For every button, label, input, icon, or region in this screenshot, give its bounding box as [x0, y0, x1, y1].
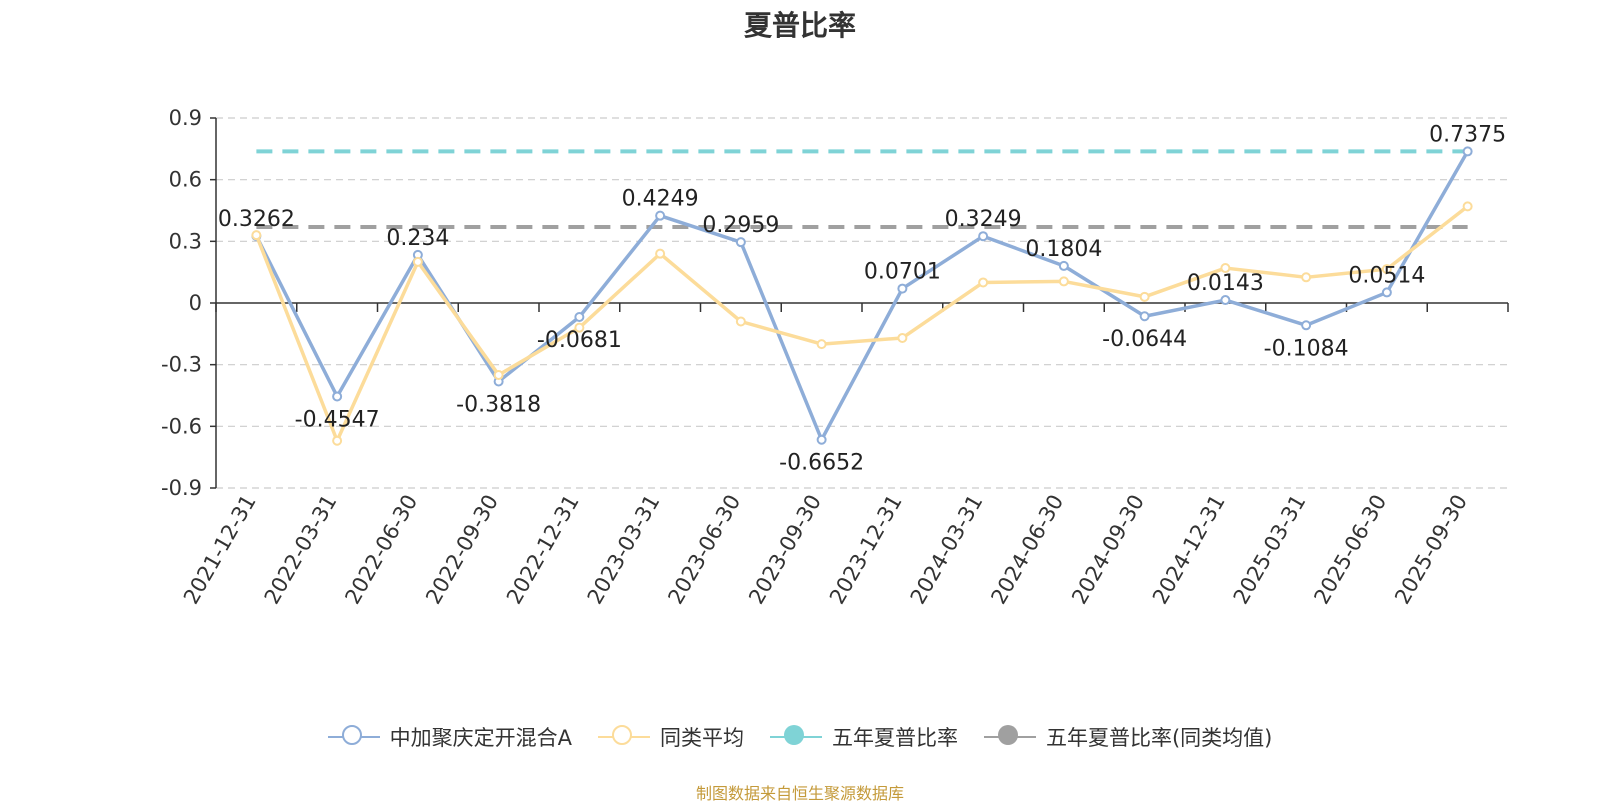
y-tick-label-3: 0: [189, 291, 202, 315]
legend-swatch-five-year: [769, 725, 822, 749]
chart-title: 夏普比率: [743, 9, 856, 42]
y-tick-label-0: 0.9: [169, 106, 202, 130]
reference-lines: [256, 149, 1468, 229]
series-0-point-9: [978, 231, 989, 242]
series-0-point-5: [655, 210, 666, 221]
legend-item-fund[interactable]: 中加聚庆定开混合A: [327, 722, 572, 752]
data-label-11: -0.0644: [1102, 327, 1187, 352]
x-tick-label-8: 2023-12-31: [825, 491, 907, 609]
series-0-point-8: [897, 283, 908, 294]
legend-swatch-five-year-peer: [983, 725, 1036, 749]
x-tick-label-4: 2022-12-31: [502, 491, 584, 609]
series-1-point-12: [1220, 263, 1231, 274]
x-tick-label-1: 2022-03-31: [260, 491, 342, 609]
series-layer: [251, 146, 1473, 446]
legend-item-five-year-peer[interactable]: 五年夏普比率(同类均值): [983, 722, 1273, 752]
data-label-6: 0.2959: [702, 213, 779, 238]
legend-item-peer-average[interactable]: 同类平均: [597, 722, 744, 752]
x-tick-label-14: 2025-06-30: [1309, 491, 1391, 609]
x-tick-label-11: 2024-09-30: [1067, 491, 1149, 609]
data-label-2: 0.234: [386, 226, 449, 251]
data-label-0: 0.3262: [218, 207, 295, 232]
x-tick-label-12: 2024-12-31: [1148, 491, 1230, 609]
series-1-point-10: [1058, 276, 1069, 287]
series-line-1: [254, 205, 1469, 443]
legend-swatch-peer-average: [597, 725, 650, 749]
data-label-4: -0.0681: [537, 328, 622, 353]
data-label-7: -0.6652: [779, 451, 864, 476]
data-label-10: 0.1804: [1025, 237, 1102, 262]
data-label-12: 0.0143: [1187, 271, 1264, 296]
data-labels: 0.3262-0.45470.234-0.3818-0.06810.42490.…: [218, 122, 1506, 475]
data-label-5: 0.4249: [622, 187, 699, 212]
series-0-point-6: [735, 237, 746, 248]
series-1-point-3: [493, 369, 504, 380]
source-note: 制图数据来自恒生聚源数据库: [695, 784, 904, 803]
data-label-3: -0.3818: [456, 392, 541, 417]
legend-swatch-fund: [327, 725, 380, 749]
series-0-point-11: [1139, 311, 1150, 322]
legend: 中加聚庆定开混合A 同类平均 五年夏普比率 五年夏普比率(同类均值): [0, 722, 1600, 752]
x-tick-label-6: 2023-06-30: [663, 491, 745, 609]
x-tick-label-15: 2025-09-30: [1390, 491, 1472, 609]
x-tick-label-13: 2025-03-31: [1229, 491, 1311, 609]
x-tick-label-2: 2022-06-30: [340, 491, 422, 609]
x-tick-label-10: 2024-06-30: [986, 491, 1068, 609]
y-tick-label-4: -0.3: [161, 353, 202, 377]
data-label-14: 0.0514: [1348, 263, 1425, 288]
series-line-0: [254, 150, 1470, 442]
series-0-point-15: [1462, 146, 1473, 157]
series-1-point-9: [978, 277, 989, 288]
series-1-point-5: [655, 248, 666, 259]
x-tick-label-9: 2024-03-31: [906, 491, 988, 609]
y-tick-label-1: 0.6: [169, 168, 202, 192]
series-0-point-4: [574, 311, 585, 322]
y-tick-label-5: -0.6: [161, 414, 202, 438]
series-1-point-0: [251, 230, 262, 241]
series-0-point-1: [332, 391, 343, 402]
series-1-point-1: [332, 435, 343, 446]
series-1-point-7: [816, 339, 827, 350]
series-1-point-14: [1381, 264, 1392, 275]
series-1-point-6: [735, 316, 746, 327]
legend-label-fund: 中加聚庆定开混合A: [389, 726, 572, 750]
legend-label-five-year: 五年夏普比率: [831, 726, 958, 750]
data-label-9: 0.3249: [945, 207, 1022, 232]
series-1-point-4: [574, 322, 585, 333]
series-0-point-10: [1058, 260, 1069, 271]
series-0-point-12: [1220, 295, 1231, 306]
y-tick-label-2: 0.3: [169, 229, 202, 253]
chart-svg: 0.9 0.6 0.3 0 -0.3 -0.6 -0.92021-12-312022-03-…: [161, 106, 1509, 609]
series-0-point-13: [1301, 320, 1312, 331]
y-tick-label-6: -0.9: [161, 476, 202, 500]
series-1-point-2: [412, 256, 423, 267]
data-label-1: -0.4547: [295, 407, 380, 432]
data-label-15: 0.7375: [1429, 122, 1506, 147]
x-tick-label-7: 2023-09-30: [744, 491, 826, 609]
series-0-point-14: [1381, 287, 1392, 298]
series-0-point-7: [816, 434, 827, 445]
x-tick-label-0: 2021-12-31: [179, 491, 261, 609]
series-1-point-15: [1462, 201, 1473, 212]
x-tick-label-3: 2022-09-30: [421, 491, 503, 609]
series-1-point-8: [897, 332, 908, 343]
data-label-13: -0.1084: [1264, 336, 1349, 361]
series-1-point-13: [1301, 272, 1312, 283]
series-1-point-11: [1139, 291, 1150, 302]
data-label-8: 0.0701: [864, 260, 941, 285]
legend-label-peer-average: 同类平均: [659, 726, 744, 750]
legend-label-five-year-peer: 五年夏普比率(同类均值): [1045, 726, 1273, 750]
x-tick-label-5: 2023-03-31: [583, 491, 665, 609]
legend-item-five-year[interactable]: 五年夏普比率: [769, 722, 958, 752]
